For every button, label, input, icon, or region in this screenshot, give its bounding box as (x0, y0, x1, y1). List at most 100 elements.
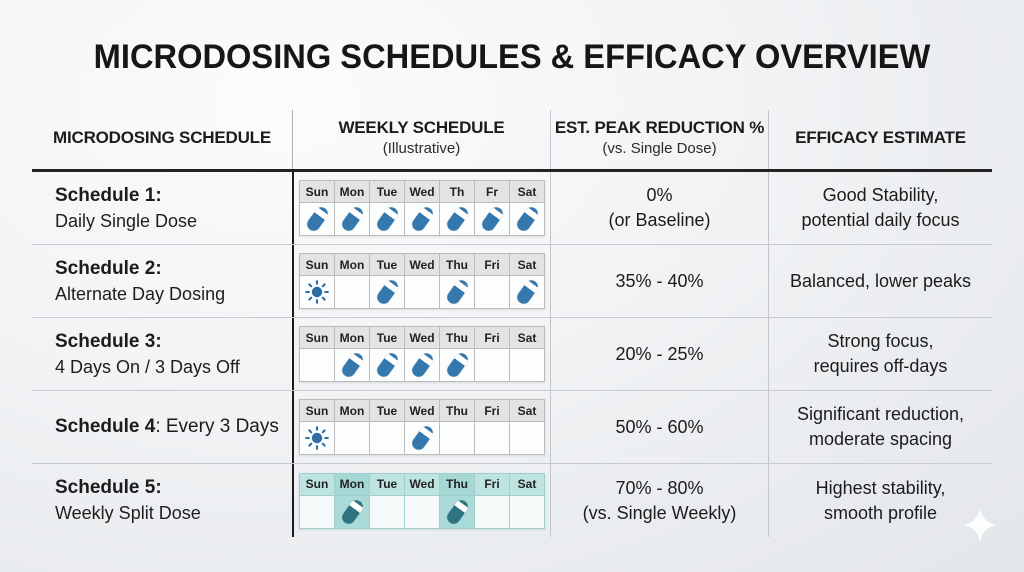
efficacy-estimate-cell: Strong focus, requires off-days (768, 318, 992, 390)
calendar-day-header: Sun (300, 327, 334, 348)
peak-reduction-cell: 0% (or Baseline) (550, 172, 768, 244)
calendar-day-cell (405, 422, 439, 454)
calendar-day-header: Wed (405, 181, 439, 202)
reduction-note: (or Baseline) (608, 210, 711, 230)
efficacy-line: Balanced, lower peaks (789, 270, 972, 291)
calendar-day-cell (475, 203, 509, 235)
efficacy-line: requires off-days (813, 356, 948, 376)
pill-icon (479, 204, 505, 234)
calendar-day-header: Tue (370, 473, 404, 495)
calendar-day-header: Mon (335, 400, 369, 421)
schedule-title: Schedule 3: (55, 329, 162, 355)
calendar-day-header-row: Sun Mon Tue Wed Thu Fri Sat (300, 254, 544, 275)
table-row: Schedule 3: 4 Days On / 3 Days Off Sun Mo… (32, 318, 992, 391)
table-row: Schedule 2: Alternate Day Dosing Sun Mon T… (32, 245, 992, 318)
pill-icon (444, 350, 470, 380)
calendar-day-cell (440, 203, 474, 235)
schedule-title: Schedule 1: (55, 183, 162, 209)
calendar-day-header: Thu (440, 254, 474, 275)
mini-calendar: Sun Mon Tue Wed Thu Fri Sat (299, 253, 545, 309)
calendar-day-header: Sat (510, 473, 544, 495)
calendar-day-header: Sun (300, 400, 334, 421)
calendar-day-header: Tue (370, 327, 404, 348)
calendar-day-header: Mon (335, 473, 369, 495)
calendar-day-header: Wed (405, 254, 439, 275)
efficacy-estimate-cell: Balanced, lower peaks (768, 245, 992, 317)
column-header-peak-reduction: EST. PEAK REDUCTION % (vs. Single Dose) (550, 110, 768, 169)
schedule-name-cell: Schedule 3: 4 Days On / 3 Days Off (32, 318, 292, 390)
column-header-label: EFFICACY ESTIMATE (795, 128, 966, 147)
calendar-day-header: Wed (405, 473, 439, 495)
mini-calendar: Sun Mon Tue Wed Thu Fri Sat (299, 472, 545, 529)
column-header-microdosing-schedule: MICRODOSING SCHEDULE (32, 110, 292, 169)
efficacy-line: moderate spacing (808, 429, 953, 449)
calendar-day-header-row: Sun Mon Tue Wed Thu Fri Sat (300, 400, 544, 421)
pill-icon (444, 277, 470, 307)
pill-icon (374, 350, 400, 380)
schedule-name-cell: Schedule 5: Weekly Split Dose (32, 464, 292, 537)
weekly-calendar-cell: Sun Mon Tue Wed Thu Fri Sat (292, 464, 550, 537)
weekly-calendar-cell: Sun Mon Tue Wed Th Fr Sat (292, 172, 550, 244)
peak-reduction-cell: 50% - 60% (550, 391, 768, 463)
pill-icon (409, 423, 435, 453)
calendar-day-header: Sat (510, 254, 544, 275)
table-row: Schedule 5: Weekly Split Dose Sun Mon Tue W… (32, 464, 992, 537)
calendar-day-cell (405, 203, 439, 235)
reduction-value: 0% (646, 185, 673, 205)
calendar-day-cell (475, 495, 509, 528)
reduction-value: 20% - 25% (615, 343, 704, 364)
calendar-day-header: Tue (370, 400, 404, 421)
weekly-calendar-cell: Sun Mon Tue Wed Thu Fri Sat (292, 391, 550, 463)
calendar-day-header: Wed (405, 327, 439, 348)
efficacy-estimate-cell: Highest stability, smooth profile (768, 464, 992, 537)
calendar-day-cell (405, 276, 439, 308)
calendar-day-cell (370, 422, 404, 454)
weekly-calendar-cell: Sun Mon Tue Wed Thu Fri Sat (292, 245, 550, 317)
calendar-day-cell (335, 422, 369, 454)
schedule-title-bold: Schedule 4 (55, 416, 156, 437)
schedule-title: Schedule 4: Every 3 Days (55, 414, 279, 440)
efficacy-estimate-cell: Significant reduction, moderate spacing (768, 391, 992, 463)
pill-icon (514, 277, 540, 307)
calendar-day-body-row (300, 349, 544, 381)
calendar-day-cell (300, 276, 334, 308)
pill-icon (514, 204, 540, 234)
schedule-title-bold: Schedule 1: (55, 184, 162, 206)
mini-calendar: Sun Mon Tue Wed Thu Fri Sat (299, 326, 545, 382)
table-row: Schedule 1: Daily Single Dose Sun Mon Tue W… (32, 172, 992, 245)
calendar-day-header: Mon (335, 327, 369, 348)
schedule-name-cell: Schedule 1: Daily Single Dose (32, 172, 292, 244)
pill-icon (374, 277, 400, 307)
calendar-day-header-row: Sun Mon Tue Wed Th Fr Sat (300, 181, 544, 202)
calendar-day-header: Fri (475, 254, 509, 275)
calendar-day-body-row (300, 495, 544, 528)
reduction-note: (vs. Single Weekly) (582, 502, 737, 523)
schedule-name-cell: Schedule 4: Every 3 Days (32, 391, 292, 463)
calendar-day-header: Sat (510, 327, 544, 348)
pill-icon (304, 204, 330, 234)
column-header-label: EST. PEAK REDUCTION % (554, 117, 765, 137)
column-header-sublabel: (Illustrative) (382, 139, 461, 157)
sun-icon (305, 426, 329, 450)
pill-icon (339, 204, 365, 234)
pill-icon (409, 350, 435, 380)
efficacy-line: Good Stability, (822, 185, 939, 205)
efficacy-line: potential daily focus (801, 210, 960, 230)
schedule-subtitle: Daily Single Dose (55, 210, 198, 231)
calendar-day-header: Sun (300, 473, 334, 495)
calendar-day-cell (440, 349, 474, 381)
pill-icon (374, 204, 400, 234)
schedule-subtitle: Alternate Day Dosing (55, 283, 226, 304)
column-header-label: WEEKLY SCHEDULE (338, 117, 505, 137)
calendar-day-header: Fri (475, 400, 509, 421)
calendar-day-cell (475, 276, 509, 308)
calendar-day-cell (510, 349, 544, 381)
calendar-day-cell (300, 422, 334, 454)
calendar-day-cell (300, 349, 334, 381)
calendar-day-header: Sun (300, 254, 334, 275)
calendar-day-header: Tue (370, 181, 404, 202)
pill-icon (339, 497, 365, 526)
calendar-day-cell (440, 495, 474, 528)
calendar-day-header: Mon (335, 254, 369, 275)
page-title: MICRODOSING SCHEDULES & EFFICACY OVERVIE… (93, 38, 931, 76)
